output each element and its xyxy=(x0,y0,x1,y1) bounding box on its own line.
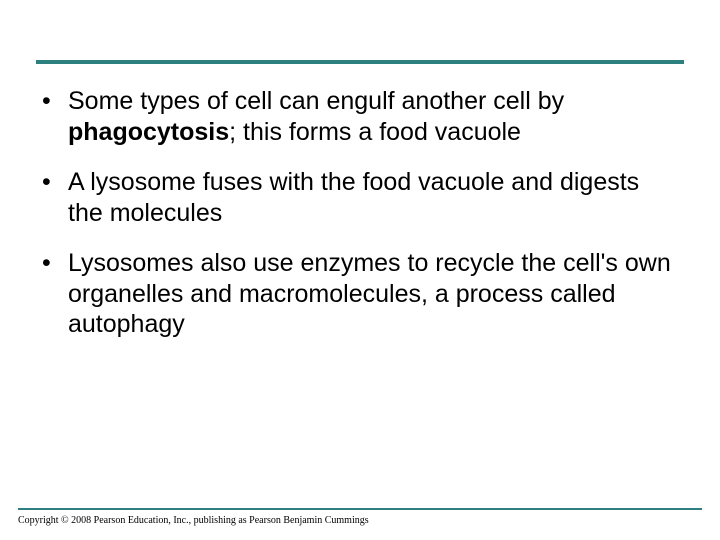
bullet-dot: • xyxy=(40,86,68,117)
text-post: ; this forms a food vacuole xyxy=(229,118,521,146)
text-bold: phagocytosis xyxy=(68,118,229,146)
list-item: • A lysosome fuses with the food vacuole… xyxy=(40,167,680,228)
bullet-text: A lysosome fuses with the food vacuole a… xyxy=(68,167,680,228)
text-pre: Lysosomes also use enzymes to recycle th… xyxy=(68,249,671,338)
bullet-list: • Some types of cell can engulf another … xyxy=(40,86,680,360)
bullet-dot: • xyxy=(40,167,68,198)
copyright-text: Copyright © 2008 Pearson Education, Inc.… xyxy=(18,515,369,526)
slide: • Some types of cell can engulf another … xyxy=(0,0,720,540)
text-pre: Some types of cell can engulf another ce… xyxy=(68,87,564,115)
text-pre: A lysosome fuses with the food vacuole a… xyxy=(68,168,639,227)
top-divider xyxy=(36,60,684,64)
bullet-text: Some types of cell can engulf another ce… xyxy=(68,86,680,147)
bottom-divider xyxy=(18,508,702,510)
bullet-text: Lysosomes also use enzymes to recycle th… xyxy=(68,248,680,340)
list-item: • Lysosomes also use enzymes to recycle … xyxy=(40,248,680,340)
list-item: • Some types of cell can engulf another … xyxy=(40,86,680,147)
bullet-dot: • xyxy=(40,248,68,279)
